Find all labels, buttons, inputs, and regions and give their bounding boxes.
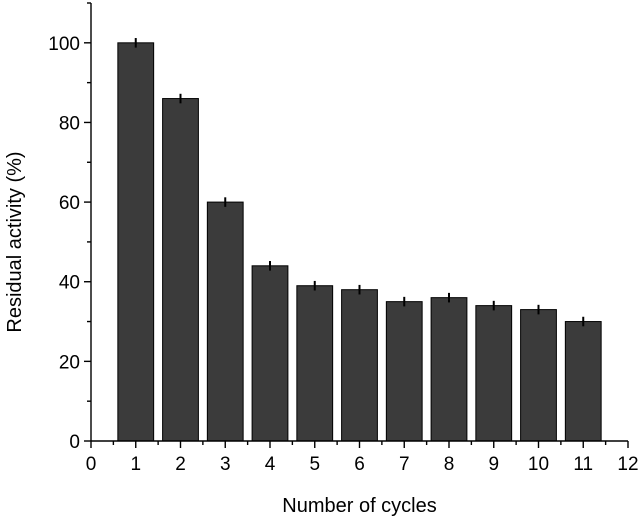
error-bars-layer bbox=[134, 38, 585, 327]
y-tick-label-80: 80 bbox=[59, 113, 80, 134]
bar-cycle-5 bbox=[296, 285, 334, 442]
x-axis-title: Number of cycles bbox=[282, 495, 437, 517]
bar-cycle-10 bbox=[520, 309, 557, 442]
x-tick-label-0: 0 bbox=[86, 454, 97, 475]
bar-cycle-9 bbox=[475, 305, 513, 442]
x-tick-label-3: 3 bbox=[220, 454, 231, 475]
x-tick-label-7: 7 bbox=[399, 454, 410, 475]
x-ticks-layer: 0 1 2 3 4 5 6 7 8 9 10 11 12 bbox=[86, 441, 639, 475]
x-tick-label-8: 8 bbox=[444, 454, 455, 475]
x-tick-label-12: 12 bbox=[617, 454, 638, 475]
x-tick-label-5: 5 bbox=[309, 454, 320, 475]
bars-layer bbox=[117, 42, 602, 442]
x-tick-label-6: 6 bbox=[354, 454, 365, 475]
bar-cycle-2 bbox=[162, 98, 199, 442]
y-tick-label-100: 100 bbox=[48, 34, 80, 55]
bar-cycle-6 bbox=[341, 289, 378, 442]
x-tick-label-9: 9 bbox=[488, 454, 499, 475]
y-tick-label-0: 0 bbox=[69, 432, 80, 453]
x-tick-label-10: 10 bbox=[528, 454, 549, 475]
bar-cycle-11 bbox=[564, 321, 602, 442]
bar-cycle-3 bbox=[206, 201, 244, 442]
x-tick-label-2: 2 bbox=[175, 454, 186, 475]
bar-cycle-4 bbox=[251, 265, 289, 442]
x-tick-label-4: 4 bbox=[265, 454, 276, 475]
x-tick-label-11: 11 bbox=[573, 454, 593, 475]
bar-cycle-8 bbox=[430, 297, 468, 442]
y-tick-label-40: 40 bbox=[59, 273, 80, 294]
y-tick-label-20: 20 bbox=[59, 352, 80, 373]
y-axis-title: Residual activity (%) bbox=[4, 151, 26, 332]
y-ticks-layer: 0 20 40 60 80 100 bbox=[48, 2, 91, 453]
y-tick-label-60: 60 bbox=[59, 193, 80, 214]
bar-cycle-7 bbox=[385, 301, 423, 442]
x-tick-label-1: 1 bbox=[130, 454, 141, 475]
bar-cycle-1 bbox=[117, 42, 155, 442]
